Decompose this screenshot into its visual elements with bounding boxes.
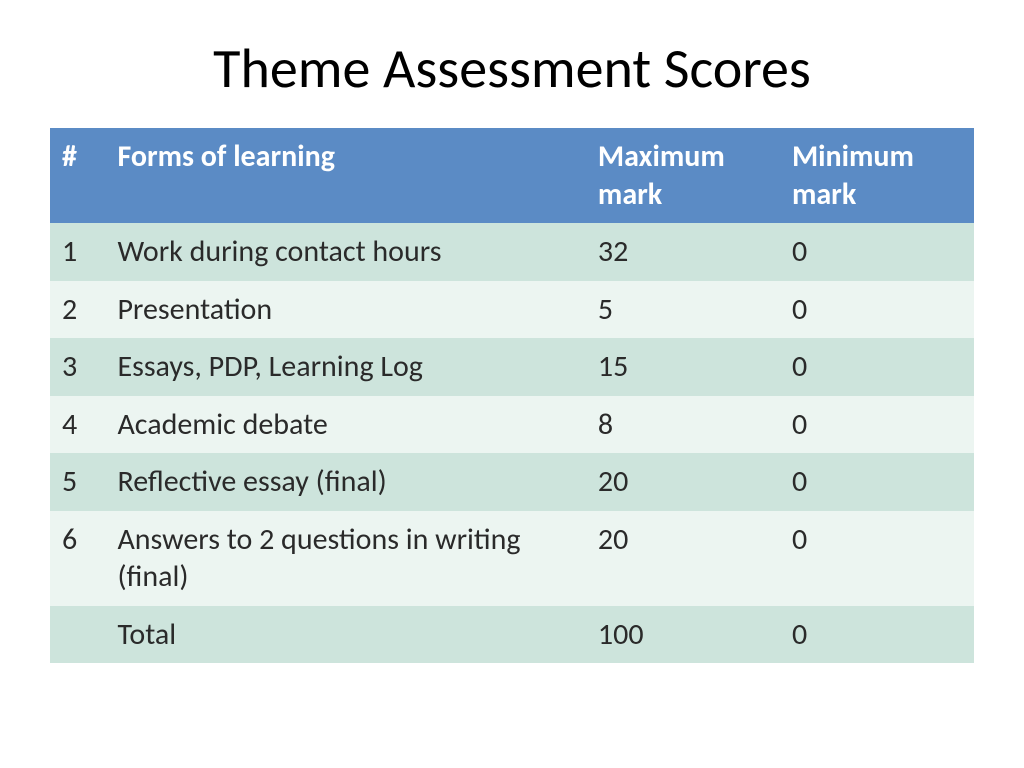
cell-form: Work during contact hours (105, 223, 585, 281)
cell-form: Presentation (105, 281, 585, 339)
col-header-form: Forms of learning (105, 128, 585, 223)
cell-max: 5 (586, 281, 780, 339)
cell-min: 0 (780, 281, 974, 339)
cell-min: 0 (780, 223, 974, 281)
table-header-row: # Forms of learning Maximum mark Minimum… (50, 128, 974, 223)
table-row: 2 Presentation 5 0 (50, 281, 974, 339)
cell-form: Answers to 2 questions in writing (final… (105, 511, 585, 606)
cell-max: 20 (586, 511, 780, 606)
cell-max: 15 (586, 338, 780, 396)
cell-max: 32 (586, 223, 780, 281)
cell-min: 0 (780, 338, 974, 396)
cell-num: 6 (50, 511, 105, 606)
cell-form: Essays, PDP, Learning Log (105, 338, 585, 396)
cell-form: Reflective essay (final) (105, 453, 585, 511)
cell-num: 3 (50, 338, 105, 396)
cell-num: 2 (50, 281, 105, 339)
scores-table: # Forms of learning Maximum mark Minimum… (50, 128, 974, 663)
col-header-number: # (50, 128, 105, 223)
table-row: 3 Essays, PDP, Learning Log 15 0 (50, 338, 974, 396)
cell-max: 20 (586, 453, 780, 511)
table-row: 1 Work during contact hours 32 0 (50, 223, 974, 281)
cell-num: 5 (50, 453, 105, 511)
page-title: Theme Assessment Scores (50, 35, 974, 103)
col-header-min: Minimum mark (780, 128, 974, 223)
cell-min: 0 (780, 453, 974, 511)
cell-form: Academic debate (105, 396, 585, 454)
cell-min: 0 (780, 511, 974, 606)
cell-min: 0 (780, 396, 974, 454)
table-row: 4 Academic debate 8 0 (50, 396, 974, 454)
cell-min: 0 (780, 606, 974, 664)
slide: Theme Assessment Scores # Forms of learn… (0, 0, 1024, 768)
table-row: 6 Answers to 2 questions in writing (fin… (50, 511, 974, 606)
cell-num: 4 (50, 396, 105, 454)
col-header-max: Maximum mark (586, 128, 780, 223)
cell-max: 100 (586, 606, 780, 664)
table-row-total: Total 100 0 (50, 606, 974, 664)
table-row: 5 Reflective essay (final) 20 0 (50, 453, 974, 511)
cell-form: Total (105, 606, 585, 664)
cell-max: 8 (586, 396, 780, 454)
cell-num: 1 (50, 223, 105, 281)
table-body: 1 Work during contact hours 32 0 2 Prese… (50, 223, 974, 663)
cell-num (50, 606, 105, 664)
